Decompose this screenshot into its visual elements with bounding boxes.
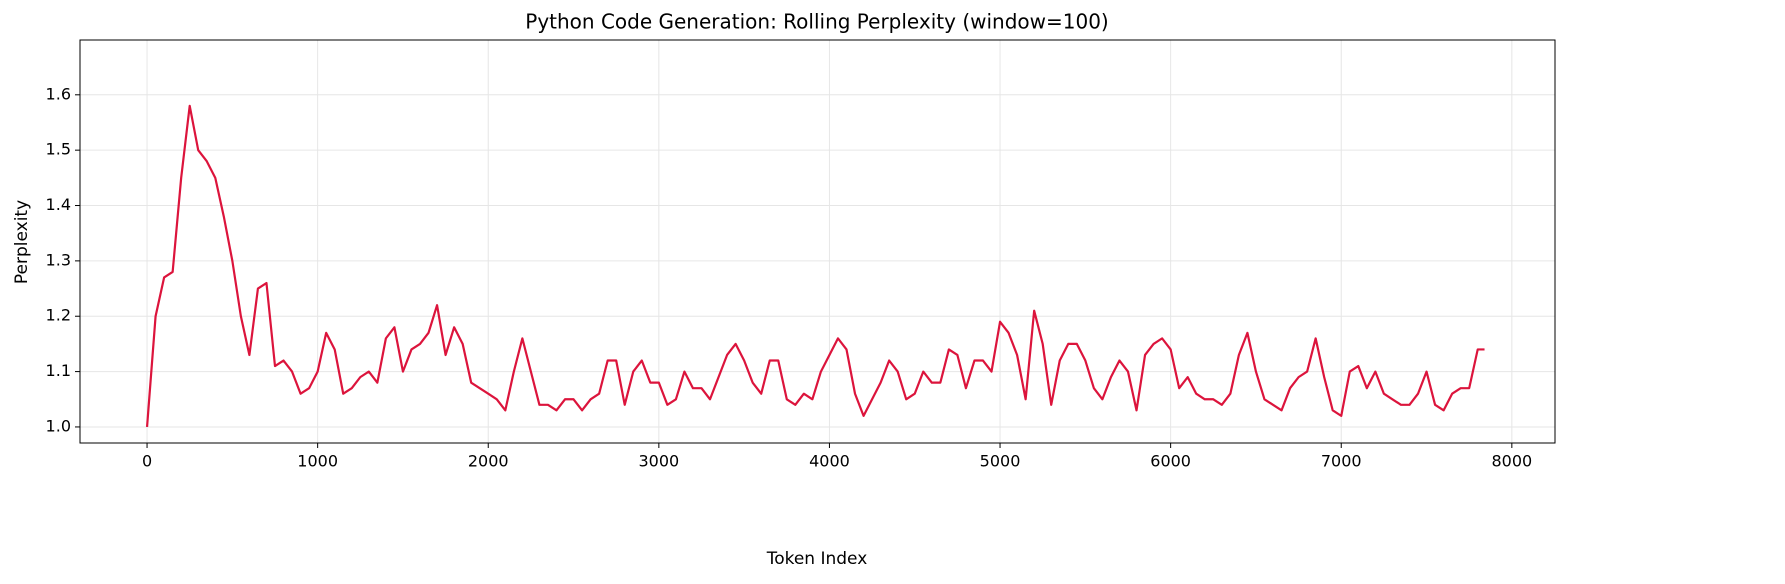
y-tick-label: 1.5: [46, 140, 71, 159]
x-tick-label: 0: [142, 452, 152, 471]
x-tick-label: 5000: [980, 452, 1021, 471]
x-tick-label: 4000: [809, 452, 850, 471]
x-tick-label: 8000: [1491, 452, 1532, 471]
x-tick-label: 7000: [1321, 452, 1362, 471]
chart-title: Python Code Generation: Rolling Perplexi…: [525, 10, 1108, 34]
x-tick-label: 1000: [297, 452, 338, 471]
y-tick-label: 1.3: [46, 250, 71, 269]
y-tick-label: 1.4: [46, 195, 71, 214]
y-tick-label: 1.6: [46, 84, 71, 103]
x-tick-label: 2000: [468, 452, 509, 471]
plot-frame: [79, 39, 1556, 444]
series-line: [145, 104, 1485, 428]
y-tick-label: 1.1: [46, 361, 71, 380]
x-tick-label: 6000: [1150, 452, 1191, 471]
x-tick-label: 3000: [638, 452, 679, 471]
y-tick-label: 1.2: [46, 306, 71, 325]
x-axis-label: Token Index: [766, 549, 868, 569]
y-tick-label: 1.0: [46, 416, 71, 435]
y-axis-label: Perplexity: [12, 200, 32, 284]
